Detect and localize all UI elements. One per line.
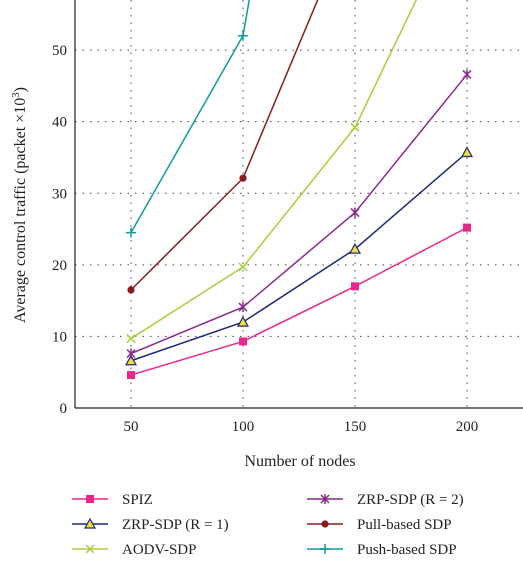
legend-marker-3	[320, 494, 330, 504]
axes	[74, 0, 523, 409]
series-3-point-1	[238, 302, 248, 313]
legend-entry-4: Pull-based SDP	[307, 517, 452, 533]
x-tick-label-3: 200	[456, 419, 479, 435]
y-tick-label-5: 50	[52, 43, 67, 59]
series-layer	[124, 0, 474, 380]
series-line-4	[130, 0, 319, 291]
y-tick-label-0: 0	[60, 401, 68, 417]
y-axis-title-main: Average control traffic (packet ×10	[12, 98, 29, 323]
series-1-point-3	[460, 146, 474, 158]
tick-labels: 0 10 20 30 40 50 50 100 150 200	[52, 43, 478, 435]
grid-lines	[75, 0, 523, 408]
legend-label-2: AODV-SDP	[122, 542, 196, 558]
series-1-point-2	[348, 242, 362, 254]
legend-entry-2: AODV-SDP	[72, 542, 196, 558]
legend-marker-5	[320, 544, 330, 554]
series-0-point-0	[127, 371, 135, 380]
series-2-point-0	[126, 334, 136, 344]
legend-entry-0: SPIZ	[72, 492, 153, 508]
series-5-point-1	[238, 30, 248, 41]
legend-marker-2	[85, 544, 95, 554]
y-axis-title-close: )	[12, 87, 29, 92]
series-4	[127, 0, 319, 294]
legend-marker-0	[86, 495, 94, 503]
legend-label-5: Push-based SDP	[357, 542, 457, 558]
series-3-point-0	[126, 348, 136, 359]
y-tick-label-2: 20	[52, 258, 67, 274]
series-3-point-3	[462, 69, 472, 80]
y-axis-title: Average control traffic (packet ×103)	[10, 87, 29, 323]
x-axis-title: Number of nodes	[244, 453, 355, 470]
series-1	[124, 146, 474, 366]
legend-label-1: ZRP-SDP (R = 1)	[122, 517, 229, 533]
x-tick-label-0: 50	[124, 419, 139, 435]
series-0-point-3	[463, 223, 471, 232]
legend-marker-4	[321, 520, 329, 528]
y-axis-title-sup: 3	[10, 92, 22, 98]
legend-entry-5: Push-based SDP	[307, 542, 457, 558]
series-3	[126, 69, 472, 359]
legend-label-0: SPIZ	[122, 492, 153, 508]
legend-label-3: ZRP-SDP (R = 2)	[357, 492, 464, 508]
series-2-point-2	[350, 122, 360, 132]
legend-entry-3: ZRP-SDP (R = 2)	[307, 492, 464, 508]
legend-label-4: Pull-based SDP	[357, 517, 452, 533]
series-5	[126, 0, 250, 238]
series-0-point-2	[351, 282, 359, 291]
series-4-point-1	[239, 174, 247, 182]
x-tick-label-2: 150	[344, 419, 367, 435]
series-1-point-0	[124, 354, 138, 366]
series-1-point-1	[236, 315, 250, 327]
series-3-point-2	[350, 207, 360, 218]
series-line-5	[130, 0, 250, 234]
y-tick-label-4: 40	[52, 115, 67, 131]
legend-marker-1	[83, 517, 97, 529]
series-2	[126, 0, 418, 344]
series-2-point-1	[238, 262, 248, 272]
series-0-point-1	[239, 337, 247, 346]
series-line-1	[130, 151, 468, 362]
series-line-0	[130, 226, 468, 376]
series-0	[127, 223, 471, 380]
y-tick-label-1: 10	[52, 329, 67, 345]
series-4-point-0	[127, 286, 135, 294]
y-tick-label-3: 30	[52, 186, 67, 202]
series-5-point-0	[126, 227, 136, 238]
series-line-2	[130, 0, 418, 340]
series-line-3	[130, 73, 468, 355]
x-tick-label-1: 100	[232, 419, 255, 435]
legend: SPIZ ZRP-SDP (R = 1) AODV-SDP ZRP-SDP (R = …	[72, 492, 464, 558]
legend-entry-1: ZRP-SDP (R = 1)	[72, 517, 229, 533]
